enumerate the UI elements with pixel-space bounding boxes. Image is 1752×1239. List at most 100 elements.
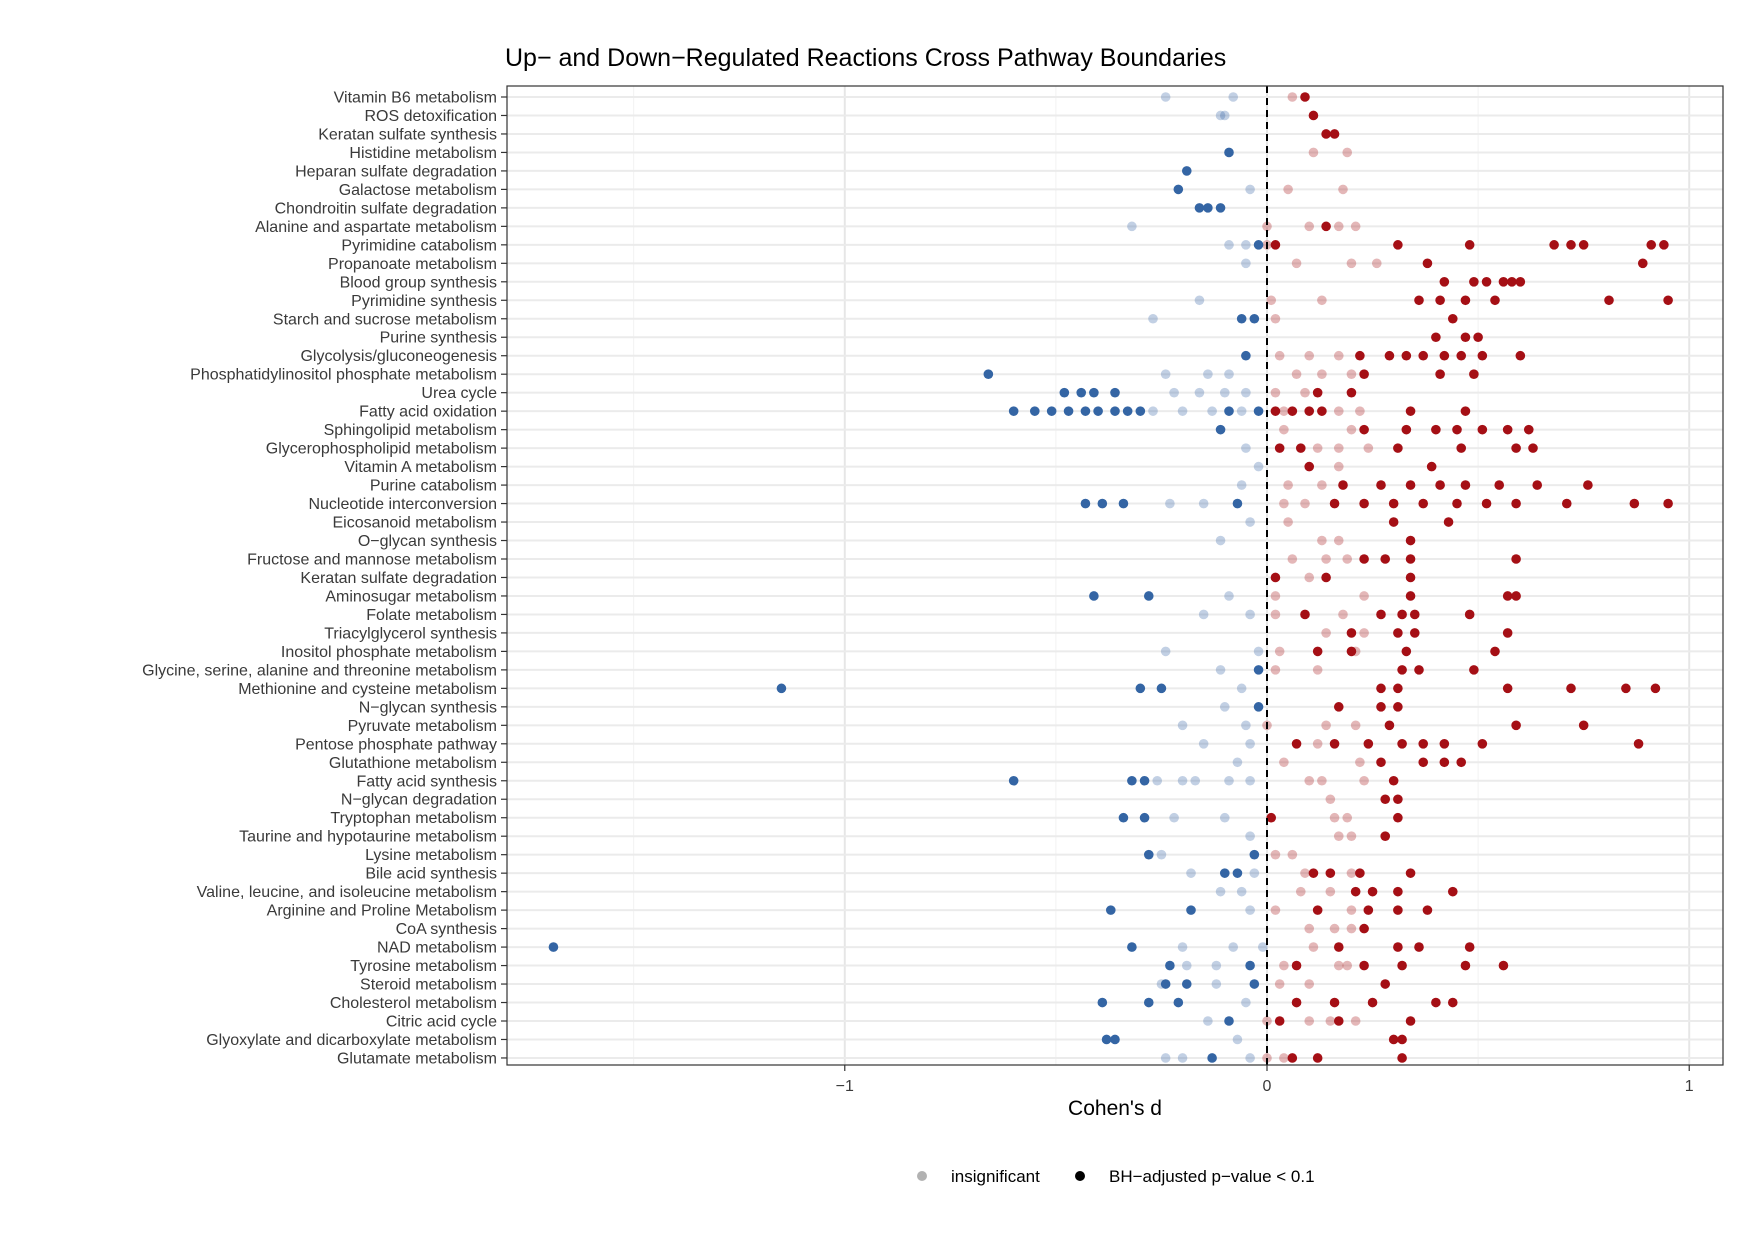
point-significant [1346,387,1357,398]
point-significant [1008,406,1019,416]
point-significant [1511,498,1521,509]
point-significant [1224,147,1234,158]
point-insignificant [1245,831,1255,841]
point-insignificant [1160,646,1171,657]
point-significant [1431,332,1441,343]
point-insignificant [1346,369,1357,380]
point-significant [776,683,787,694]
point-insignificant [1215,110,1226,121]
y-tick-label: Tyrosine metabolism [350,958,497,975]
point-significant [1110,1034,1120,1045]
point-insignificant [1224,369,1234,380]
point-significant [1118,812,1129,823]
point-significant [548,942,559,952]
point-significant [1481,277,1492,287]
point-significant [1329,498,1340,509]
point-significant [1143,591,1154,601]
point-significant [1304,406,1315,416]
y-tick-label: N−glycan degradation [341,792,497,809]
point-significant [1566,683,1576,694]
y-tick-label: O−glycan synthesis [358,533,497,550]
point-significant [1418,757,1429,768]
point-insignificant [1279,424,1289,435]
point-insignificant [1346,424,1357,435]
y-tick-label: Nucleotide interconversion [308,496,497,513]
point-insignificant [1215,886,1226,897]
point-insignificant [1279,498,1289,509]
plot-panel [507,86,1723,1065]
point-significant [1393,702,1403,712]
point-significant [1511,591,1521,601]
point-significant [1359,960,1369,971]
point-significant [1181,166,1192,176]
point-significant [1245,960,1255,971]
point-insignificant [1329,923,1340,934]
point-significant [1481,498,1492,509]
point-significant [1494,480,1505,490]
point-insignificant [1270,905,1281,915]
point-significant [1469,369,1479,380]
point-insignificant [1342,960,1353,971]
y-tick-label: Fatty acid oxidation [359,404,497,421]
point-insignificant [1304,1016,1315,1026]
y-tick-label: Pyruvate metabolism [348,718,497,735]
point-significant [1583,480,1593,490]
point-significant [1405,535,1416,546]
point-significant [1447,997,1458,1008]
point-insignificant [1236,480,1247,490]
point-insignificant [1279,960,1289,971]
y-tick-label: Glycerophospholipid metabolism [266,441,497,458]
point-significant [1443,517,1454,527]
point-significant [1578,720,1589,731]
point-significant [1646,240,1657,250]
point-insignificant [1333,350,1344,361]
y-tick-label: Inositol phosphate metabolism [281,644,497,661]
point-insignificant [1270,849,1281,860]
point-significant [1219,868,1230,878]
point-significant [1089,591,1099,601]
point-insignificant [1300,868,1310,878]
point-significant [1528,443,1538,453]
point-insignificant [1262,221,1272,232]
point-significant [1460,960,1471,971]
point-significant [1380,554,1391,564]
y-tick-label: Sphingolipid metabolism [324,422,497,439]
point-significant [1291,960,1302,971]
point-insignificant [1346,923,1357,934]
y-tick-label: Fructose and mannose metabolism [247,552,497,569]
point-significant [1650,683,1661,694]
point-insignificant [1279,406,1289,416]
point-significant [1549,240,1559,250]
point-significant [1312,905,1323,915]
point-significant [1511,720,1521,731]
point-significant [1384,350,1395,361]
point-insignificant [1148,313,1158,324]
point-significant [1380,831,1391,841]
point-insignificant [1177,775,1188,786]
point-significant [1397,739,1407,749]
point-significant [1253,702,1264,712]
point-significant [1122,406,1133,416]
point-insignificant [1287,849,1298,860]
point-significant [1409,628,1420,638]
point-significant [1156,683,1167,694]
point-insignificant [1160,369,1171,380]
point-significant [1359,424,1369,435]
point-significant [1312,387,1323,398]
point-significant [1029,406,1040,416]
point-significant [1355,868,1365,878]
point-insignificant [1262,1016,1272,1026]
point-significant [1439,350,1450,361]
point-significant [1363,905,1374,915]
point-significant [1118,498,1129,509]
point-insignificant [1190,775,1201,786]
point-significant [1388,1034,1399,1045]
point-significant [1637,258,1648,269]
point-significant [1080,498,1091,509]
y-tick-label: Pyrimidine synthesis [351,293,497,310]
point-insignificant [1291,369,1302,380]
point-significant [1101,1034,1112,1045]
point-significant [1321,221,1331,232]
y-tick-label: Glycine, serine, alanine and threonine m… [142,662,497,679]
point-insignificant [1359,591,1369,601]
